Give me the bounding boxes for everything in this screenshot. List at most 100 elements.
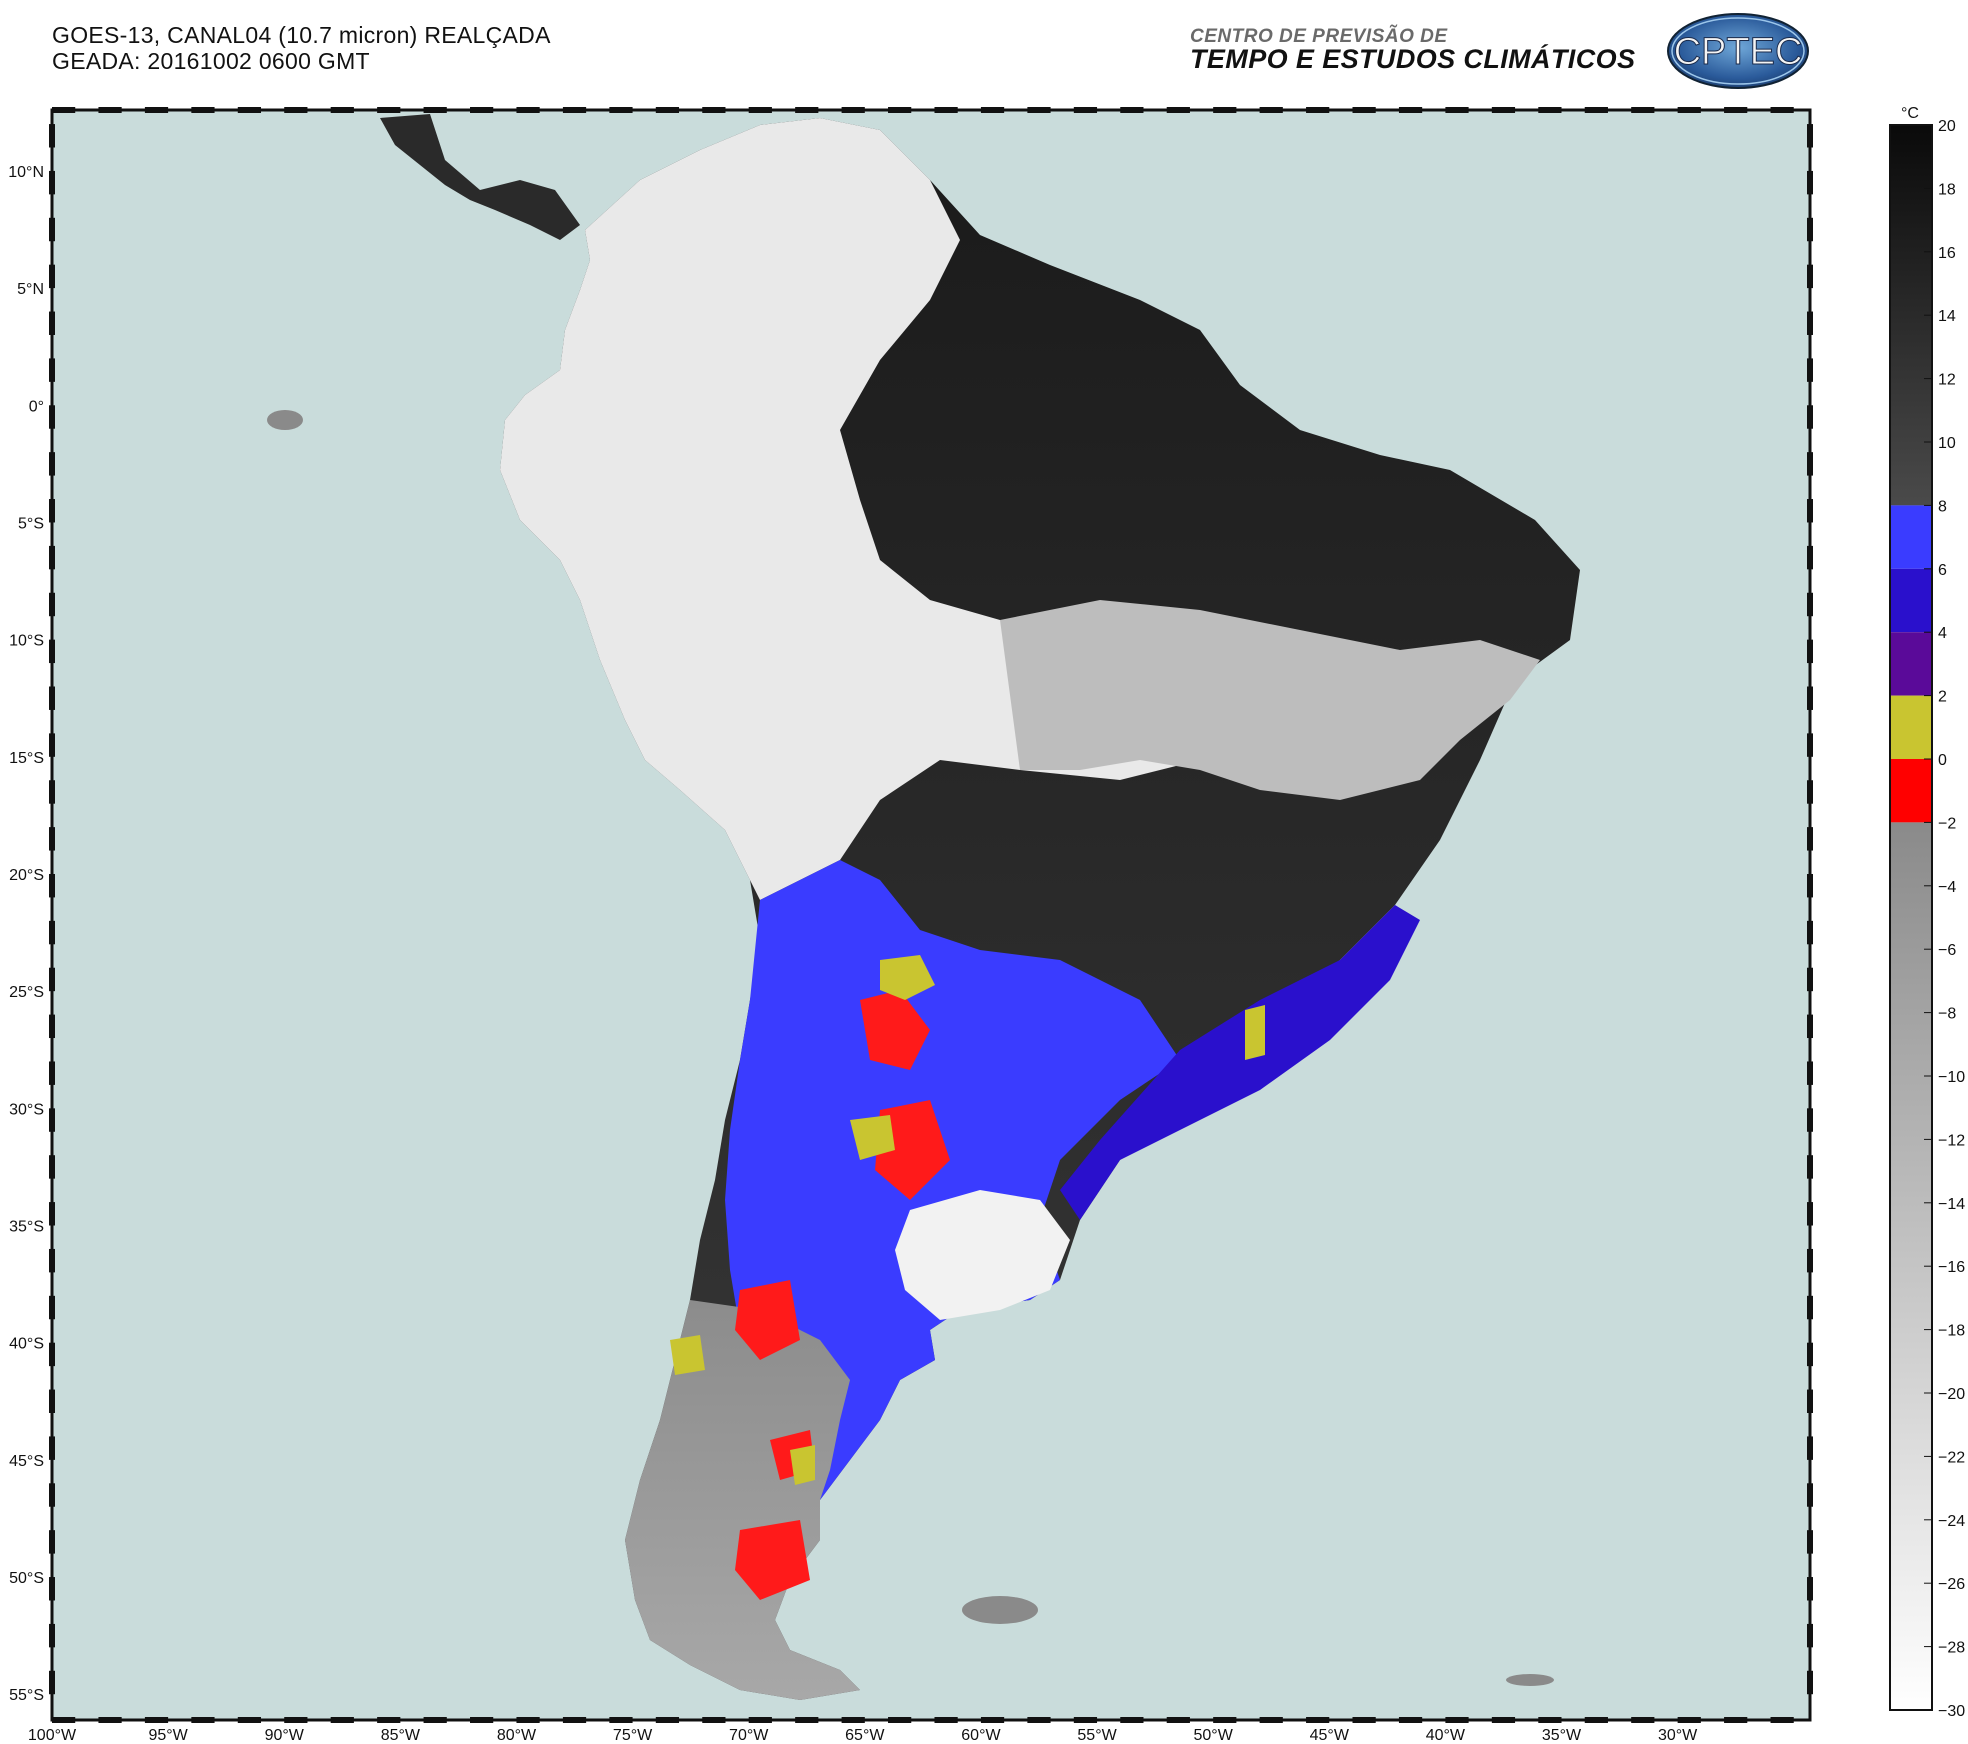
galapagos-islands <box>267 410 303 430</box>
frame-tick <box>1807 1577 1813 1601</box>
frame-tick <box>1631 1717 1655 1723</box>
frame-tick <box>52 1717 76 1723</box>
lon-label: 65°W <box>845 1727 885 1744</box>
frost-patch-yellow-2 <box>850 1115 895 1160</box>
frame-tick <box>49 1248 55 1273</box>
frame-tick <box>423 107 447 113</box>
frame-tick <box>1027 1717 1051 1723</box>
lat-label: 10°N <box>8 164 44 181</box>
frame-tick <box>1807 1389 1813 1413</box>
latitude-labels: 10°N 5°N 0° 5°S 10°S 15°S 20°S 25°S 30°S 35°S 40°S… <box>8 164 44 1704</box>
frame-tick <box>1306 1717 1330 1723</box>
frame-tick <box>702 1717 726 1723</box>
frame-tick <box>980 1717 1005 1723</box>
frame-tick <box>1166 107 1190 113</box>
frame-tick <box>1807 170 1813 195</box>
frame-tick <box>1398 107 1423 113</box>
colorbar-tick-label: 20 <box>1938 118 1956 135</box>
lon-label: 60°W <box>961 1727 1001 1744</box>
frame-tick <box>1538 107 1562 113</box>
frame-tick <box>1807 311 1813 335</box>
frame-tick <box>1807 358 1813 382</box>
frame-tick <box>49 405 55 429</box>
frame-tick <box>1166 1717 1190 1723</box>
pampas-cloud <box>895 1190 1070 1320</box>
frame-tick <box>49 1530 55 1554</box>
frame-tick <box>1807 1248 1813 1273</box>
frame-tick <box>748 107 772 113</box>
frame-tick <box>888 1717 912 1723</box>
colorbar-frame <box>1889 124 1933 1711</box>
lat-label: 35°S <box>9 1219 44 1236</box>
frame-tick <box>1807 217 1813 242</box>
lat-label: 55°S <box>9 1687 44 1704</box>
frost-patch-red-2 <box>875 1100 950 1200</box>
frame-tick <box>1807 920 1813 945</box>
lon-label: 50°W <box>1194 1727 1234 1744</box>
frame-tick <box>1770 1717 1794 1723</box>
frame-tick <box>49 1202 55 1226</box>
frame-tick <box>1306 107 1330 113</box>
frame-tick <box>1807 967 1813 992</box>
colorbar-tick-label: −30 <box>1938 1703 1965 1720</box>
frame-tick <box>191 107 215 113</box>
colorbar-tick-label: 8 <box>1938 498 1947 515</box>
frame-tick <box>49 873 55 898</box>
frame-tick <box>49 358 55 382</box>
frame-tick <box>49 733 55 757</box>
frame-tick <box>1213 107 1237 113</box>
colorbar-tick-label: 0 <box>1938 752 1947 769</box>
frame-tick <box>1807 592 1813 617</box>
lon-label: 45°W <box>1310 1727 1350 1744</box>
frame-tick <box>470 1717 494 1723</box>
frame-tick <box>284 1717 308 1723</box>
frame-tick <box>1807 686 1813 710</box>
frost-belt-blue <box>725 860 1180 1500</box>
frame-tick <box>144 107 169 113</box>
colorbar-tick-label: −28 <box>1938 1640 1965 1657</box>
lon-label: 90°W <box>265 1727 305 1744</box>
central-cloud-band <box>1000 600 1540 800</box>
lon-label: 85°W <box>381 1727 421 1744</box>
frame-tick <box>1807 452 1813 476</box>
frame-tick <box>1724 1717 1748 1723</box>
colorbar-tick-label: 2 <box>1938 689 1947 706</box>
lat-label: 50°S <box>9 1570 44 1587</box>
frame-tick <box>237 1717 262 1723</box>
colorbar-tick-label: 6 <box>1938 562 1947 579</box>
frame-tick <box>609 107 633 113</box>
lat-label: 0° <box>29 398 44 415</box>
frame-tick <box>1445 107 1469 113</box>
frame-tick <box>1807 827 1813 851</box>
colorbar-tick-label: −8 <box>1938 1006 1956 1023</box>
lon-label: 100°W <box>28 1727 77 1744</box>
frame-tick <box>49 1342 55 1367</box>
frame-tick <box>562 107 587 113</box>
colorbar-unit: °C <box>1901 105 1919 122</box>
south-georgia-island <box>1506 1674 1554 1686</box>
map-frame <box>50 108 1812 1722</box>
colorbar: °C 20181614121086420−2−4−6−8−10−12−14−16… <box>1889 105 1965 1720</box>
frame-tick <box>49 1014 55 1039</box>
frame-tick <box>1807 264 1813 289</box>
frame-tick <box>49 1295 55 1320</box>
frame-tick <box>1807 1436 1813 1460</box>
frame-tick <box>49 499 55 523</box>
frame-tick <box>934 107 958 113</box>
colorbar-tick-label: −26 <box>1938 1576 1965 1593</box>
frame-tick <box>49 967 55 992</box>
frame-tick <box>1584 107 1608 113</box>
frame-tick <box>748 1717 772 1723</box>
frame-tick <box>52 107 76 113</box>
colorbar-tick-label: −18 <box>1938 1323 1965 1340</box>
frost-patch-red-4 <box>735 1520 810 1600</box>
frame-tick <box>1352 107 1376 113</box>
frame-tick <box>980 107 1005 113</box>
frame-tick <box>377 1717 401 1723</box>
frame-tick <box>1584 1717 1608 1723</box>
lat-label: 10°S <box>9 633 44 650</box>
product-title: GOES-13, CANAL04 (10.7 micron) REALÇADA <box>52 22 551 48</box>
frame-tick <box>562 1717 587 1723</box>
lon-label: 35°W <box>1542 1727 1582 1744</box>
frost-patch-yellow-4 <box>790 1445 815 1485</box>
